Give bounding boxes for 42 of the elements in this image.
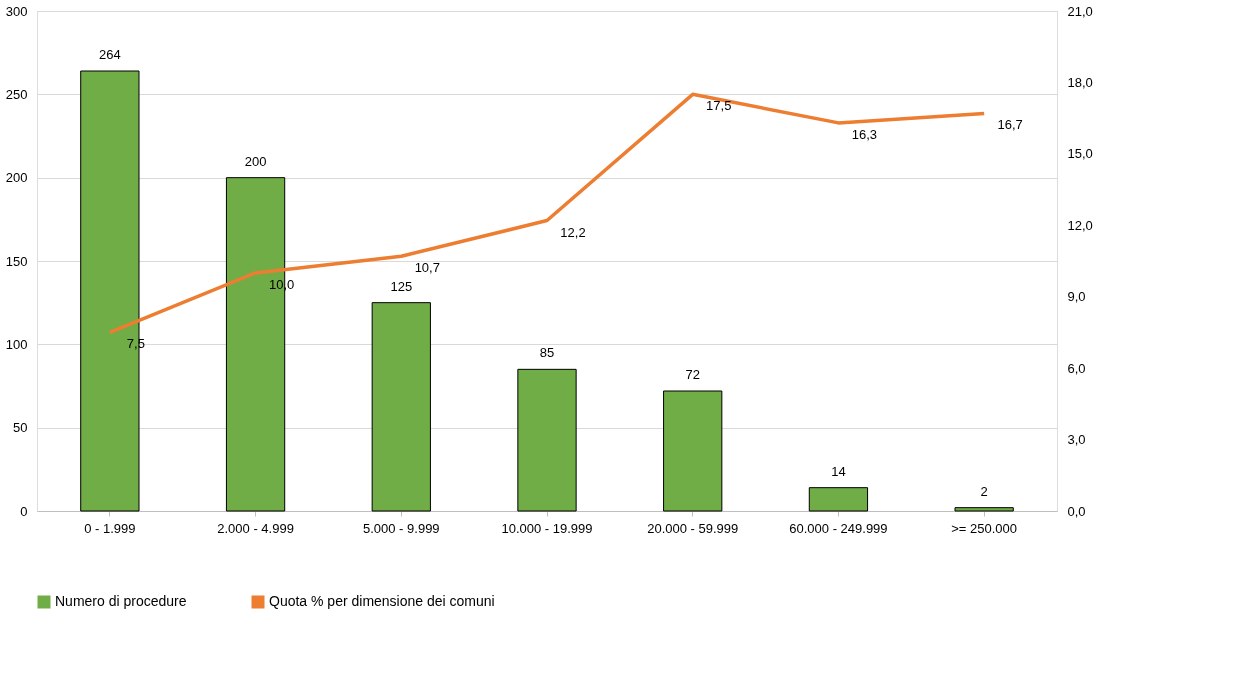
data-label: 16,3 <box>851 126 878 142</box>
y2-tick-label: 0,0 <box>1067 503 1086 519</box>
y-tick-label: 150 <box>5 253 28 269</box>
data-label: 200 <box>244 153 267 169</box>
data-label: 85 <box>539 345 555 361</box>
line-series <box>108 92 986 335</box>
data-label: 2 <box>980 483 988 499</box>
data-label: 264 <box>99 47 121 62</box>
x-tick-label: 5.000 - 9.999 <box>362 520 440 536</box>
x-tick-label: 0 - 1.999 <box>84 520 136 536</box>
y2-tick-label: 12,0 <box>1067 217 1093 233</box>
y2-tick-label: 6,0 <box>1067 360 1086 376</box>
legend-label: Quota % per dimensione dei comuni <box>269 593 495 609</box>
x-tick-label: 20.000 - 59.999 <box>647 520 739 536</box>
bar <box>371 302 431 512</box>
x-tick-label: >= 250.000 <box>951 520 1018 536</box>
y2-tick-label: 15,0 <box>1067 146 1093 162</box>
data-label: 16,7 <box>997 117 1023 133</box>
y2-tick-label: 18,0 <box>1067 74 1093 90</box>
x-tick-label: 60.000 - 249.999 <box>789 520 888 536</box>
data-label: 12,2 <box>560 224 586 240</box>
data-label: 17,5 <box>706 98 732 114</box>
bar <box>517 368 577 512</box>
bar <box>808 487 869 512</box>
y2-tick-label: 3,0 <box>1067 432 1086 448</box>
bar <box>954 507 1014 512</box>
data-label: 72 <box>685 367 700 382</box>
data-label: 10,7 <box>414 260 440 276</box>
y-tick-label: 200 <box>5 170 28 186</box>
data-label: 14 <box>831 463 846 479</box>
legend-label: Numero di procedure <box>55 593 187 609</box>
y-tick-label: 250 <box>5 86 28 102</box>
y2-tick-label: 9,0 <box>1067 289 1086 305</box>
y-tick-label: 100 <box>5 336 28 352</box>
y-tick-label: 50 <box>13 420 28 436</box>
x-tick-label: 2.000 - 4.999 <box>217 520 294 536</box>
y-tick-label: 0 <box>20 503 28 519</box>
x-tick-label: 10.000 - 19.999 <box>501 520 593 536</box>
bar <box>663 390 723 512</box>
y-tick-label: 300 <box>5 3 28 19</box>
data-label: 125 <box>390 278 413 294</box>
y2-tick-label: 21,0 <box>1067 3 1093 19</box>
